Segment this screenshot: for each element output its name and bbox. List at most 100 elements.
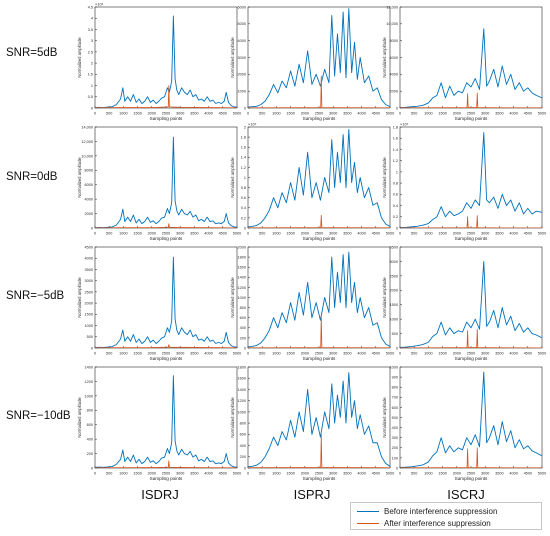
x-tick-label: 2000 bbox=[148, 232, 156, 236]
x-tick-label: 2000 bbox=[453, 352, 461, 356]
y-tick-label: 1000 bbox=[238, 296, 246, 300]
axes-box bbox=[94, 126, 238, 229]
y-tick-label: 1.5 bbox=[88, 73, 93, 77]
series-line-after bbox=[400, 92, 542, 108]
x-tick-label: 0 bbox=[247, 472, 249, 476]
x-tick-label: 1500 bbox=[133, 232, 141, 236]
chart-panel-3: 0 500 1000 1500 2000 2500 3000 3500 4000 4500 5000… bbox=[382, 5, 546, 121]
y-tick-label: 2500 bbox=[390, 274, 398, 278]
y-tick-label: 200 bbox=[392, 446, 398, 450]
series-line-before bbox=[400, 260, 542, 348]
y-tick-label: 3500 bbox=[390, 245, 398, 249]
x-tick-label: 3000 bbox=[176, 472, 184, 476]
y-tick-label: 2000 bbox=[85, 212, 93, 216]
y-tick-label: 400 bbox=[87, 438, 93, 442]
series-line-before bbox=[248, 372, 390, 468]
y-axis-label: Normalized amplitude bbox=[382, 397, 387, 438]
y-axis-label: Normalized amplitude bbox=[230, 157, 235, 198]
y-tick-label: 1.2 bbox=[393, 159, 398, 163]
x-tick-label: 2000 bbox=[301, 232, 309, 236]
x-tick-label: 1500 bbox=[286, 112, 294, 116]
column-label-iscrj: ISCRJ bbox=[447, 487, 485, 502]
y-axis-label: Normalized amplitude bbox=[230, 397, 235, 438]
y-tick-label: 1000 bbox=[85, 324, 93, 328]
series-line-before bbox=[248, 129, 390, 228]
x-axis-label: Sampling points bbox=[150, 356, 183, 361]
y-tick-label: 2000 bbox=[390, 90, 398, 94]
column-label-isprj: ISPRJ bbox=[293, 487, 331, 502]
y-tick-label: 3.5 bbox=[88, 28, 93, 32]
y-tick-label: 4 bbox=[91, 17, 93, 21]
row-label-snr-m10db: SNR=−10dB bbox=[6, 410, 71, 422]
x-tick-label: 500 bbox=[411, 352, 417, 356]
y-tick-label: 5000 bbox=[238, 22, 246, 26]
y-tick-label: 4000 bbox=[85, 257, 93, 261]
x-tick-label: 1500 bbox=[133, 472, 141, 476]
x-tick-label: 4500 bbox=[524, 472, 532, 476]
chart-panel-4: 0 500 1000 1500 2000 2500 3000 3500 4000 4500 5000… bbox=[77, 125, 241, 241]
x-tick-label: 3500 bbox=[495, 352, 503, 356]
x-axis-label: Sampling points bbox=[150, 236, 183, 241]
y-tick-label: 1.2 bbox=[241, 166, 246, 170]
y-axis-label: Normalized amplitude bbox=[77, 157, 82, 198]
x-axis-label: Sampling points bbox=[303, 236, 336, 241]
axes-box bbox=[399, 246, 543, 349]
x-tick-label: 1500 bbox=[438, 112, 446, 116]
y-tick-label: 0.8 bbox=[393, 182, 398, 186]
y-tick-label: 0 bbox=[91, 346, 93, 350]
x-tick-label: 5000 bbox=[538, 352, 546, 356]
y-tick-label: 800 bbox=[87, 409, 93, 413]
y-tick-label: 0.2 bbox=[241, 216, 246, 220]
y-tick-label: 1400 bbox=[85, 365, 93, 369]
x-tick-label: 500 bbox=[411, 472, 417, 476]
series-line-after bbox=[248, 433, 390, 468]
y-tick-label: 1400 bbox=[238, 388, 246, 392]
y-axis-label: Normalized amplitude bbox=[77, 397, 82, 438]
x-tick-label: 4000 bbox=[357, 112, 365, 116]
y-tick-label: 800 bbox=[240, 422, 246, 426]
x-tick-label: 0 bbox=[247, 352, 249, 356]
x-tick-label: 2000 bbox=[148, 352, 156, 356]
axes-box bbox=[94, 246, 238, 349]
axes-box bbox=[399, 126, 543, 229]
x-tick-label: 3000 bbox=[176, 112, 184, 116]
x-tick-label: 1500 bbox=[133, 112, 141, 116]
chart-panel-10: 0 500 1000 1500 2000 2500 3000 3500 4000 4500 5000… bbox=[77, 365, 241, 481]
axes-box bbox=[94, 366, 238, 469]
y-tick-label: 400 bbox=[240, 326, 246, 330]
x-tick-label: 0 bbox=[94, 352, 96, 356]
chart-panel-12: 0 500 1000 1500 2000 2500 3000 3500 4000 4500 5000… bbox=[382, 365, 546, 481]
x-tick-label: 1000 bbox=[424, 232, 432, 236]
y-tick-label: 1.4 bbox=[393, 148, 398, 152]
x-tick-label: 4500 bbox=[524, 352, 532, 356]
y-tick-label: 400 bbox=[240, 444, 246, 448]
series-line-after bbox=[248, 214, 390, 228]
x-tick-label: 500 bbox=[411, 232, 417, 236]
y-tick-label: 8000 bbox=[390, 39, 398, 43]
x-tick-label: 4000 bbox=[204, 112, 212, 116]
y-tick-label: 1400 bbox=[238, 276, 246, 280]
x-axis-label: Sampling points bbox=[303, 476, 336, 481]
y-exponent-label: ×10⁴ bbox=[95, 2, 104, 7]
x-tick-label: 0 bbox=[94, 232, 96, 236]
y-tick-label: 600 bbox=[240, 316, 246, 320]
y-tick-label: 0 bbox=[396, 106, 398, 110]
legend-swatch-before bbox=[357, 510, 379, 512]
y-tick-label: 2000 bbox=[238, 245, 246, 249]
x-tick-label: 2000 bbox=[453, 472, 461, 476]
x-tick-label: 5000 bbox=[386, 112, 394, 116]
x-tick-label: 3000 bbox=[329, 232, 337, 236]
series-line-before bbox=[95, 256, 237, 348]
x-tick-label: 2500 bbox=[467, 112, 475, 116]
y-tick-label: 6000 bbox=[390, 56, 398, 60]
column-label-isdrj: ISDRJ bbox=[141, 487, 179, 502]
series-line-after bbox=[248, 75, 390, 108]
x-tick-label: 2500 bbox=[467, 232, 475, 236]
x-tick-label: 3500 bbox=[495, 112, 503, 116]
x-tick-label: 4500 bbox=[219, 352, 227, 356]
x-tick-label: 500 bbox=[259, 352, 265, 356]
y-tick-label: 1600 bbox=[238, 377, 246, 381]
y-axis-label: Normalized amplitude bbox=[77, 277, 82, 318]
x-tick-label: 2500 bbox=[315, 472, 323, 476]
x-tick-label: 2000 bbox=[453, 232, 461, 236]
